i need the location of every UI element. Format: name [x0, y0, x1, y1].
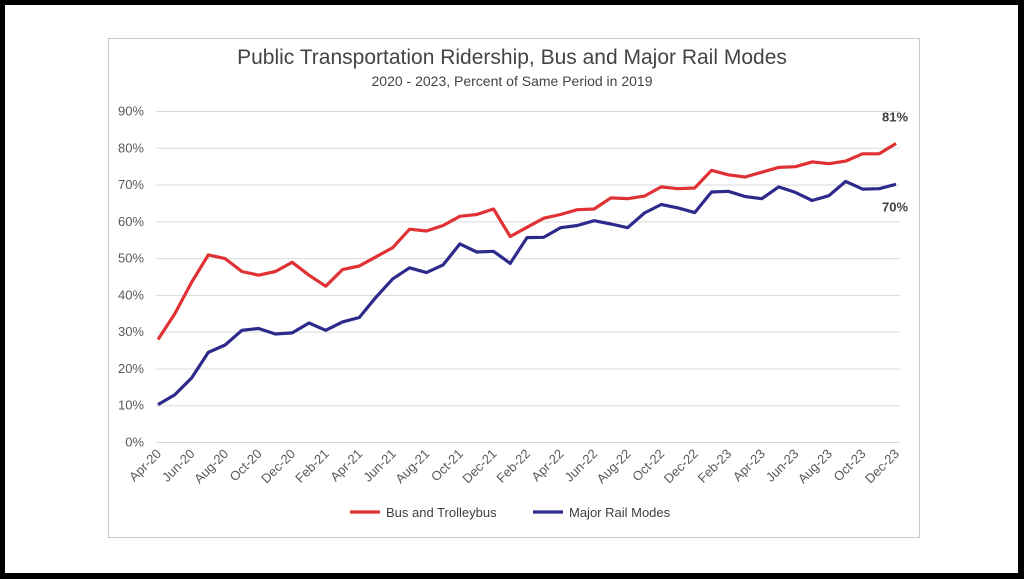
x-tick-label: Feb-21 [292, 446, 332, 486]
x-tick-label: Jun-21 [360, 446, 399, 485]
legend-label: Bus and Trolleybus [386, 505, 497, 520]
x-tick-label: Oct-23 [830, 446, 868, 484]
x-tick-label: Oct-21 [428, 446, 466, 484]
y-tick-label: 20% [118, 361, 144, 376]
y-tick-label: 90% [118, 104, 144, 119]
y-tick-label: 0% [125, 435, 144, 450]
x-tick-label: Dec-22 [661, 446, 701, 486]
x-tick-label: Jun-23 [763, 446, 802, 485]
x-tick-label: Jun-22 [561, 446, 600, 485]
y-tick-label: 10% [118, 398, 144, 413]
x-tick-label: Aug-23 [795, 446, 835, 486]
series-line-bus [156, 142, 897, 341]
x-tick-label: Apr-22 [528, 446, 566, 484]
y-tick-label: 50% [118, 251, 144, 266]
x-tick-label: Aug-20 [191, 446, 231, 486]
x-tick-label: Feb-22 [493, 446, 533, 486]
chart-subtitle: 2020 - 2023, Percent of Same Period in 2… [371, 73, 653, 89]
x-tick-label: Feb-23 [695, 446, 735, 486]
chart-area [108, 38, 920, 538]
y-tick-label: 40% [118, 287, 144, 302]
x-tick-label: Oct-20 [227, 446, 265, 484]
x-tick-label: Jun-20 [159, 446, 198, 485]
x-tick-label: Dec-23 [862, 446, 902, 486]
x-tick-label: Apr-23 [730, 446, 768, 484]
x-tick-label: Aug-22 [594, 446, 634, 486]
x-tick-label: Oct-22 [629, 446, 667, 484]
y-tick-label: 60% [118, 214, 144, 229]
end-data-label: 81% [882, 109, 908, 124]
x-tick-label: Apr-21 [327, 446, 365, 484]
x-tick-label: Apr-20 [126, 446, 164, 484]
series-line-rail [157, 179, 897, 406]
x-tick-label: Aug-21 [392, 446, 432, 486]
x-tick-label: Dec-20 [258, 446, 298, 486]
y-tick-label: 80% [118, 140, 144, 155]
chart-title: Public Transportation Ridership, Bus and… [237, 46, 787, 69]
y-tick-label: 70% [118, 177, 144, 192]
x-tick-label: Dec-21 [459, 446, 499, 486]
legend-label: Major Rail Modes [569, 505, 671, 520]
y-tick-label: 30% [118, 324, 144, 339]
end-data-label: 70% [882, 199, 908, 214]
